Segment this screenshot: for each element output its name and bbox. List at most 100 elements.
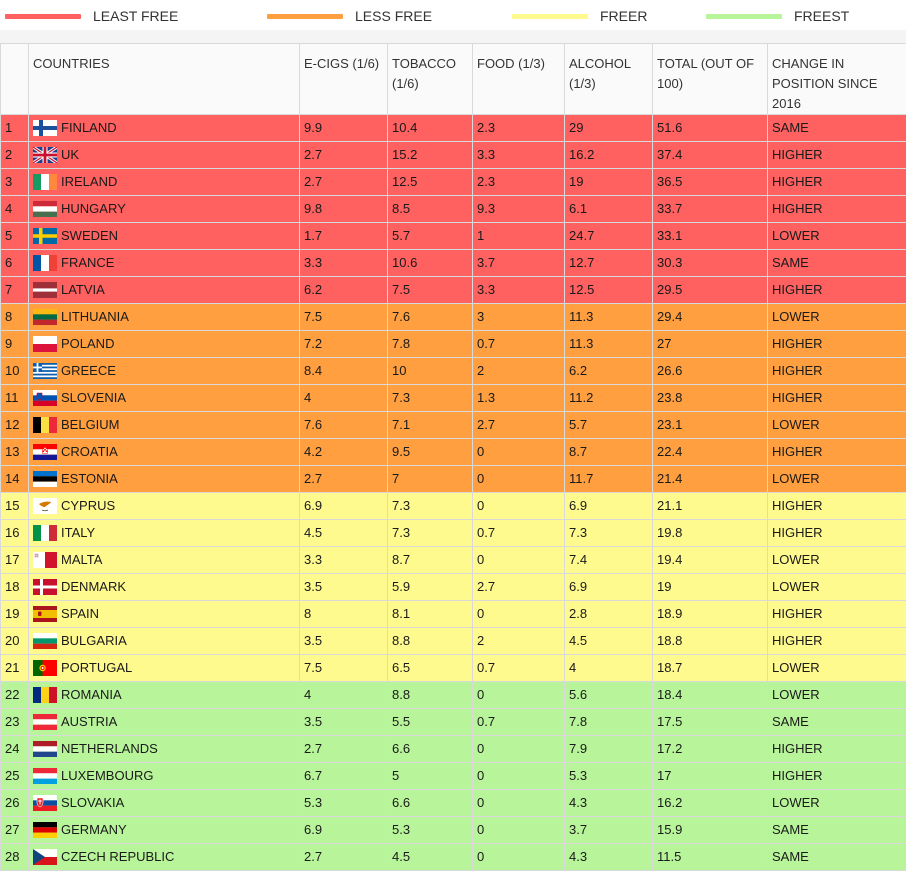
tobacco-cell: 10.4 [388,115,473,142]
ecigs-cell: 2.7 [300,466,388,493]
food-cell: 0 [473,790,565,817]
legend-item-less-free: LESS FREE [267,7,432,25]
total-cell: 30.3 [653,250,768,277]
tobacco-cell: 7.3 [388,520,473,547]
alcohol-cell: 7.9 [565,736,653,763]
food-cell: 0 [473,547,565,574]
rank-cell: 16 [1,520,29,547]
total-cell: 19.8 [653,520,768,547]
country-cell: BELGIUM [29,412,300,439]
country-name: CYPRUS [61,493,115,519]
rank-cell: 22 [1,682,29,709]
country-cell: IRELAND [29,169,300,196]
country-name: ESTONIA [61,466,118,492]
rank-cell: 18 [1,574,29,601]
country-name: IRELAND [61,169,117,195]
total-cell: 22.4 [653,439,768,466]
country-cell: SLOVENIA [29,385,300,412]
food-cell: 3.3 [473,142,565,169]
change-cell: LOWER [768,682,906,709]
alcohol-cell: 16.2 [565,142,653,169]
legend-swatch-freer [512,14,588,19]
column-header-food: FOOD (1/3) [473,44,565,115]
country-name: UK [61,142,79,168]
food-cell: 2.3 [473,115,565,142]
alcohol-cell: 11.7 [565,466,653,493]
country-name: LITHUANIA [61,304,129,330]
country-label: FRANCE [33,250,295,276]
country-cell: SWEDEN [29,223,300,250]
alcohol-cell: 6.9 [565,493,653,520]
country-label: UK [33,142,295,168]
tobacco-cell: 7 [388,466,473,493]
ecigs-cell: 3.3 [300,250,388,277]
alcohol-cell: 5.6 [565,682,653,709]
total-cell: 16.2 [653,790,768,817]
country-name: GERMANY [61,817,127,843]
legend-label: LEAST FREE [93,8,178,24]
change-cell: SAME [768,250,906,277]
alcohol-cell: 5.7 [565,412,653,439]
rank-cell: 13 [1,439,29,466]
country-label: BULGARIA [33,628,295,654]
country-name: BELGIUM [61,412,120,438]
country-cell: CYPRUS [29,493,300,520]
country-cell: LATVIA [29,277,300,304]
change-cell: HIGHER [768,439,906,466]
ecigs-cell: 7.6 [300,412,388,439]
tobacco-cell: 6.6 [388,736,473,763]
food-cell: 2.3 [473,169,565,196]
tobacco-cell: 7.6 [388,304,473,331]
country-name: LATVIA [61,277,105,303]
country-label: SWEDEN [33,223,295,249]
country-name: GREECE [61,358,116,384]
tobacco-cell: 4.5 [388,844,473,871]
alcohol-cell: 12.7 [565,250,653,277]
change-cell: HIGHER [768,169,906,196]
country-cell: ESTONIA [29,466,300,493]
rank-cell: 15 [1,493,29,520]
change-cell: HIGHER [768,358,906,385]
country-label: IRELAND [33,169,295,195]
rank-cell: 9 [1,331,29,358]
total-cell: 29.4 [653,304,768,331]
ecigs-cell: 7.5 [300,304,388,331]
tobacco-cell: 7.3 [388,493,473,520]
food-cell: 0.7 [473,655,565,682]
alcohol-cell: 4.3 [565,844,653,871]
food-cell: 1.3 [473,385,565,412]
country-cell: SPAIN [29,601,300,628]
latvia-flag-icon [33,282,57,298]
country-name: PORTUGAL [61,655,132,681]
czech-republic-flag-icon [33,849,57,865]
rank-cell: 4 [1,196,29,223]
alcohol-cell: 7.8 [565,709,653,736]
food-cell: 0 [473,493,565,520]
country-name: CROATIA [61,439,118,465]
rank-cell: 14 [1,466,29,493]
alcohol-cell: 5.3 [565,763,653,790]
change-cell: HIGHER [768,196,906,223]
france-flag-icon [33,255,57,271]
alcohol-cell: 6.2 [565,358,653,385]
tobacco-cell: 12.5 [388,169,473,196]
ecigs-cell: 9.8 [300,196,388,223]
food-cell: 9.3 [473,196,565,223]
ecigs-cell: 2.7 [300,169,388,196]
alcohol-cell: 7.3 [565,520,653,547]
country-cell: CROATIA [29,439,300,466]
country-name: FINLAND [61,115,117,141]
ecigs-cell: 5.3 [300,790,388,817]
rank-cell: 3 [1,169,29,196]
food-cell: 2 [473,628,565,655]
change-cell: LOWER [768,790,906,817]
ecigs-cell: 3.3 [300,547,388,574]
legend-label: LESS FREE [355,8,432,24]
rank-cell: 28 [1,844,29,871]
